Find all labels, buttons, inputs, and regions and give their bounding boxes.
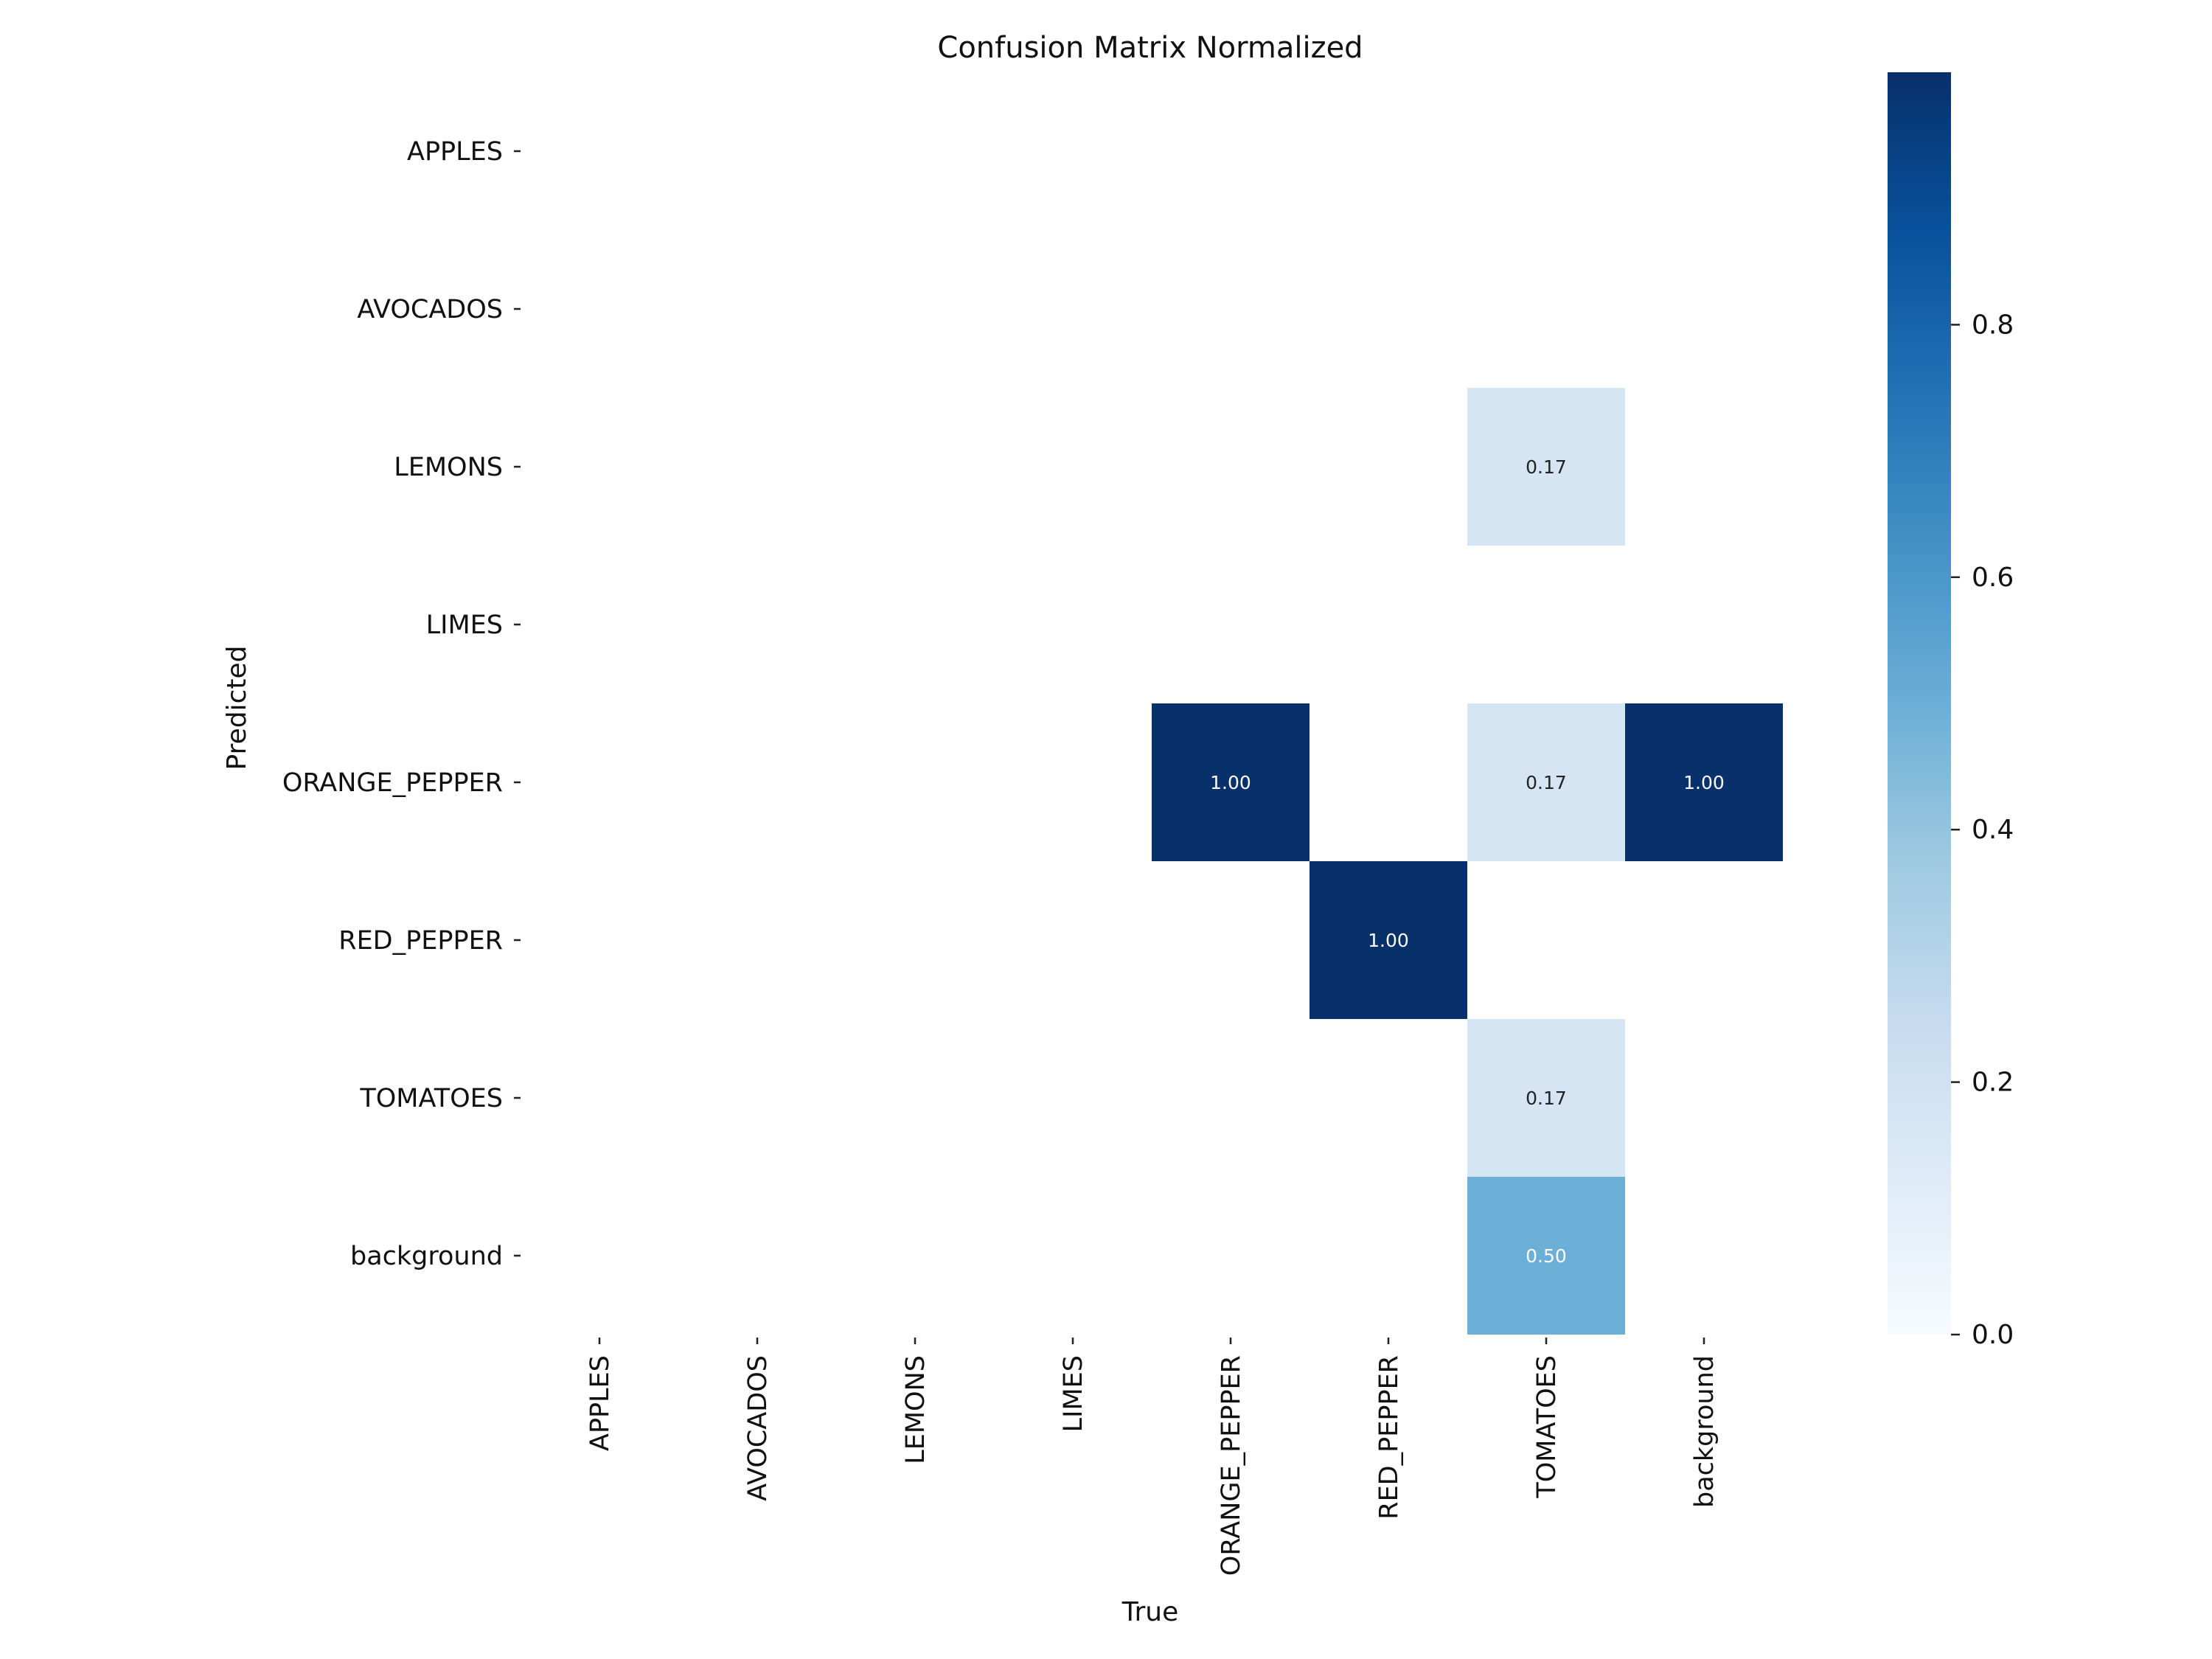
x-tick-label: TOMATOES — [1532, 1355, 1562, 1499]
colorbar — [1888, 72, 1951, 1335]
x-axis-ticks: APPLES AVOCADOS LEMONS LIMES ORANGE_PEPPER RE… — [585, 1338, 1719, 1576]
heatmap-cell — [1625, 703, 1783, 861]
x-tick-label: background — [1690, 1355, 1719, 1508]
heatmap-cell — [1467, 1019, 1625, 1177]
heatmap-cell — [1467, 388, 1625, 546]
cell-value-label: 0.50 — [1526, 1245, 1567, 1267]
x-tick-label: APPLES — [585, 1355, 615, 1451]
cell-value-label: 0.17 — [1526, 772, 1567, 793]
y-tick-label: LEMONS — [394, 453, 503, 482]
y-tick-label: AVOCADOS — [357, 295, 503, 324]
y-tick-label: LIMES — [426, 611, 503, 640]
y-tick-label: APPLES — [407, 137, 503, 167]
colorbar-ticks: 0.0 0.2 0.4 0.6 0.8 — [1951, 310, 2014, 1350]
heatmap-cell — [1310, 861, 1467, 1019]
cell-value-label: 0.17 — [1526, 1088, 1567, 1109]
x-axis-label: True — [1121, 1597, 1178, 1627]
chart-title: Confusion Matrix Normalized — [937, 31, 1363, 65]
y-tick-label: ORANGE_PEPPER — [282, 768, 503, 798]
x-tick-label: ORANGE_PEPPER — [1217, 1355, 1246, 1576]
heatmap-cell — [1467, 1177, 1625, 1335]
colorbar-tick-label: 0.8 — [1972, 310, 2014, 340]
heatmap-cell — [1152, 703, 1310, 861]
x-tick-label: LIMES — [1059, 1355, 1088, 1432]
x-tick-label: LEMONS — [901, 1355, 931, 1464]
y-tick-label: background — [350, 1242, 503, 1271]
colorbar-tick-label: 0.2 — [1972, 1068, 2014, 1098]
y-tick-label: TOMATOES — [359, 1084, 503, 1113]
cell-value-label: 0.17 — [1526, 456, 1567, 478]
y-tick-label: RED_PEPPER — [338, 926, 503, 956]
y-axis-label: Predicted — [222, 646, 252, 771]
y-axis-ticks: APPLES AVOCADOS LEMONS LIMES ORANGE_PEPPER RE… — [282, 137, 521, 1271]
colorbar-tick-label: 0.0 — [1972, 1320, 2014, 1350]
heatmap-cell — [1467, 703, 1625, 861]
colorbar-tick-label: 0.4 — [1972, 815, 2014, 845]
cell-value-label: 1.00 — [1683, 772, 1725, 793]
colorbar-tick-label: 0.6 — [1972, 563, 2014, 593]
x-tick-label: AVOCADOS — [743, 1355, 773, 1501]
cell-value-label: 1.00 — [1210, 772, 1251, 793]
x-tick-label: RED_PEPPER — [1374, 1355, 1404, 1520]
heatmap-cells: 0.17 1.00 0.17 1.00 1.00 0.17 0.50 — [1152, 388, 1783, 1335]
cell-value-label: 1.00 — [1368, 930, 1409, 951]
